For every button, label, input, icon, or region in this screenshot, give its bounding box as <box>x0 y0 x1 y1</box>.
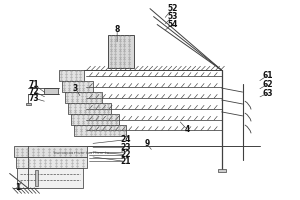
Bar <box>14 146 87 157</box>
Bar <box>16 157 87 168</box>
Bar <box>17 168 83 188</box>
Text: 53: 53 <box>167 12 178 21</box>
Text: 9: 9 <box>144 139 150 148</box>
Text: 54: 54 <box>167 20 178 29</box>
Text: 8: 8 <box>115 25 120 34</box>
Bar <box>62 81 93 92</box>
Bar <box>218 169 226 172</box>
Bar <box>35 170 38 186</box>
Bar <box>108 35 134 68</box>
Text: 3: 3 <box>73 84 78 93</box>
Text: 24: 24 <box>121 135 131 144</box>
Text: 21: 21 <box>121 157 131 166</box>
Text: 23: 23 <box>121 143 131 152</box>
Bar <box>74 125 126 136</box>
Text: 52: 52 <box>167 4 178 13</box>
Text: 4: 4 <box>185 125 190 134</box>
Bar <box>68 103 111 114</box>
Text: 62: 62 <box>263 80 273 89</box>
Text: 73: 73 <box>28 94 39 103</box>
Bar <box>71 114 118 125</box>
Text: 71: 71 <box>28 80 39 89</box>
Text: 63: 63 <box>263 89 273 98</box>
Text: 1: 1 <box>15 183 21 192</box>
Bar <box>44 88 58 94</box>
Text: lowcoupuartuartuartuartu: lowcoupuartuartuartuartu <box>53 151 110 155</box>
Text: 22: 22 <box>121 150 131 159</box>
Bar <box>59 70 84 81</box>
Text: 61: 61 <box>263 71 273 80</box>
Bar <box>65 92 102 103</box>
Bar <box>26 103 32 105</box>
Text: 72: 72 <box>28 87 39 96</box>
